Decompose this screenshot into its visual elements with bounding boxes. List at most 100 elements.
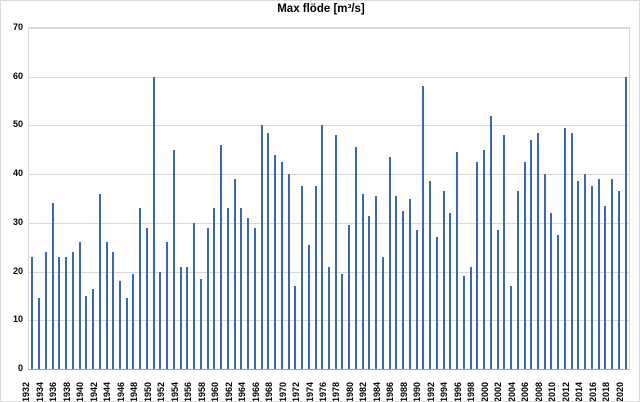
x-tick-label-1978: 1978: [331, 381, 342, 402]
x-tick-label-1942: 1942: [88, 381, 99, 402]
bar-2020: [624, 76, 627, 369]
x-tick-label-1934: 1934: [34, 381, 45, 402]
x-tick-label-1944: 1944: [102, 381, 113, 402]
bar-1942: [98, 193, 101, 369]
x-tick-label-2016: 2016: [587, 381, 598, 402]
bar-1957: [199, 278, 202, 369]
x-tick-label-1986: 1986: [385, 381, 396, 402]
x-tick-label-1966: 1966: [250, 381, 261, 402]
x-tick-label-2010: 2010: [547, 381, 558, 402]
bar-2016: [597, 179, 600, 369]
bar-1941: [92, 288, 95, 369]
bar-2002: [503, 135, 506, 369]
x-tick-label-1992: 1992: [425, 381, 436, 402]
bar-2007: [536, 132, 539, 369]
x-tick-label-2002: 2002: [493, 381, 504, 402]
bar-2009: [550, 213, 553, 369]
bar-1985: [388, 157, 391, 369]
x-tick-label-2006: 2006: [520, 381, 531, 402]
bar-1980: [354, 147, 357, 369]
y-tick-label-20: 20: [12, 265, 23, 276]
bar-1977: [334, 135, 337, 369]
bar-1967: [267, 132, 270, 369]
x-tick-label-2012: 2012: [560, 381, 571, 402]
bar-2013: [577, 181, 580, 369]
bar-1974: [314, 186, 317, 369]
bar-1998: [476, 161, 479, 369]
y-tick-label-60: 60: [12, 70, 23, 81]
bar-1964: [247, 218, 250, 369]
x-tick-label-1932: 1932: [21, 381, 32, 402]
bar-1995: [456, 152, 459, 369]
gridline-40: [29, 174, 629, 176]
x-tick-label-1974: 1974: [304, 381, 315, 402]
bar-1996: [462, 276, 465, 369]
bar-1970: [287, 174, 290, 369]
x-tick-label-1956: 1956: [183, 381, 194, 402]
x-tick-label-1952: 1952: [156, 381, 167, 402]
bar-1954: [179, 266, 182, 369]
y-tick-label-10: 10: [12, 314, 23, 325]
bar-2011: [563, 127, 566, 369]
bar-1948: [139, 208, 142, 369]
x-tick-label-1996: 1996: [452, 381, 463, 402]
x-tick-label-1968: 1968: [264, 381, 275, 402]
bar-1976: [328, 266, 330, 369]
bar-1965: [253, 227, 256, 369]
x-tick-label-2004: 2004: [506, 381, 517, 402]
bar-2018: [611, 179, 614, 369]
bar-1939: [78, 242, 81, 369]
gridline-60: [29, 76, 629, 78]
bar-1971: [294, 286, 297, 369]
bar-2019: [617, 191, 620, 369]
bar-1952: [166, 242, 169, 369]
bar-1978: [341, 274, 344, 369]
bar-2003: [510, 286, 513, 369]
y-tick-label-70: 70: [12, 22, 23, 32]
bar-2000: [489, 115, 492, 369]
x-tick-label-2018: 2018: [601, 381, 612, 402]
bar-2001: [496, 230, 499, 369]
bar-2006: [530, 140, 533, 369]
bar-1963: [240, 208, 243, 369]
bar-1940: [85, 295, 88, 369]
y-tick-label-40: 40: [12, 168, 23, 179]
x-tick-label-1958: 1958: [196, 381, 207, 402]
y-tick-label-50: 50: [12, 119, 23, 130]
bar-1962: [233, 179, 236, 369]
bar-1997: [469, 266, 472, 369]
bar-1943: [105, 242, 108, 369]
bar-1986: [395, 196, 398, 369]
bar-1973: [307, 244, 310, 369]
bar-1937: [65, 256, 68, 369]
bar-1972: [301, 186, 304, 369]
bar-1953: [172, 149, 175, 369]
bar-1991: [429, 181, 432, 369]
bar-1981: [361, 193, 364, 369]
bar-1979: [348, 225, 351, 369]
y-tick-label-0: 0: [17, 363, 23, 373]
bar-1935: [51, 203, 54, 369]
x-tick-label-1972: 1972: [291, 381, 302, 402]
x-tick-label-2020: 2020: [614, 381, 625, 402]
bar-1947: [132, 274, 135, 369]
bar-1960: [220, 144, 223, 369]
bar-2010: [557, 235, 560, 369]
x-tick-label-1954: 1954: [169, 381, 180, 402]
bar-1946: [125, 298, 128, 369]
x-tick-label-1938: 1938: [61, 381, 72, 402]
x-tick-label-1962: 1962: [223, 381, 234, 402]
x-tick-label-1940: 1940: [75, 381, 86, 402]
bar-1934: [44, 252, 47, 369]
bar-1959: [213, 208, 216, 369]
x-tick-label-2014: 2014: [574, 381, 585, 402]
x-tick-label-1970: 1970: [277, 381, 288, 402]
x-tick-label-1936: 1936: [48, 381, 59, 402]
x-tick-label-1984: 1984: [371, 381, 382, 402]
x-tick-label-1990: 1990: [412, 381, 423, 402]
gridline-30: [29, 222, 629, 224]
gridline-70: [29, 28, 629, 29]
bar-1993: [442, 191, 445, 369]
bar-1938: [71, 252, 74, 369]
